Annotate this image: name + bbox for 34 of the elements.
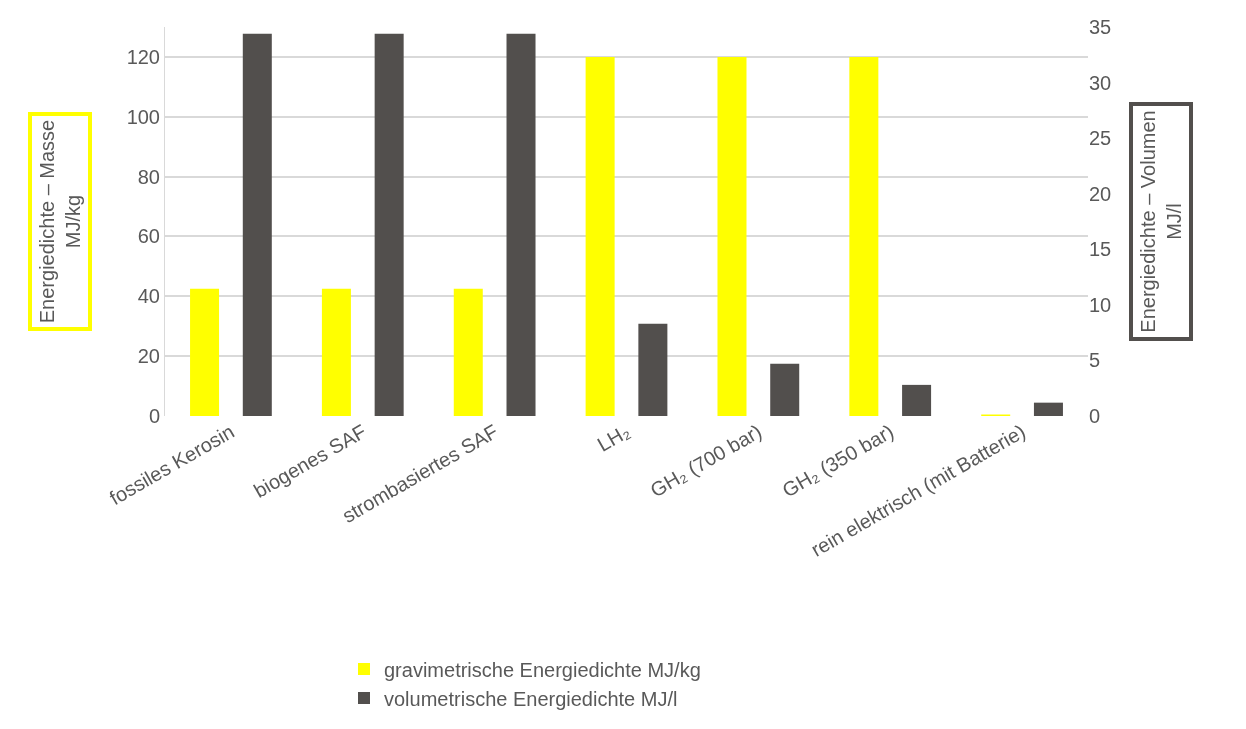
bar	[242, 33, 272, 416]
y2-tick-label: 30	[1089, 71, 1112, 94]
y-tick-label: 20	[137, 345, 160, 368]
bar	[638, 323, 668, 416]
y-tick-label: 0	[148, 405, 160, 427]
bar	[453, 288, 483, 416]
y-tick-label: 80	[137, 165, 160, 188]
y-tick-label: 120	[126, 45, 160, 68]
bar	[902, 384, 932, 416]
y-tick-label: 60	[137, 225, 160, 248]
y2-tick-label: 25	[1089, 127, 1112, 150]
legend-label: volumetrische Energiedichte MJ/l	[384, 687, 678, 710]
y-tick-label: 100	[126, 105, 160, 128]
y2-tick-label: 5	[1089, 349, 1101, 372]
bar	[1033, 402, 1063, 416]
y2-tick-label: 10	[1089, 293, 1112, 316]
bar	[321, 288, 351, 416]
y-axis-title: Energiedichte – Masse MJ/kg	[36, 119, 85, 324]
x-tick-label: LH₂	[593, 420, 634, 456]
bar	[374, 33, 404, 416]
y2-tick-label: 0	[1089, 405, 1101, 427]
bar	[717, 56, 747, 416]
x-tick-label: GH₂ (700 bar)	[646, 420, 766, 502]
y2-axis-title: Energiedichte – Volumen MJ/l	[1136, 110, 1185, 333]
bar	[585, 56, 615, 416]
legend-label: gravimetrische Energiedichte MJ/kg	[384, 658, 701, 681]
y2-tick-label: 15	[1089, 238, 1112, 261]
bar	[506, 33, 536, 416]
y-tick-label: 40	[137, 285, 160, 308]
y2-tick-label: 35	[1089, 16, 1112, 38]
bar	[190, 288, 220, 416]
y2-tick-label: 20	[1089, 182, 1112, 205]
bar	[770, 363, 800, 416]
bar	[849, 56, 879, 416]
